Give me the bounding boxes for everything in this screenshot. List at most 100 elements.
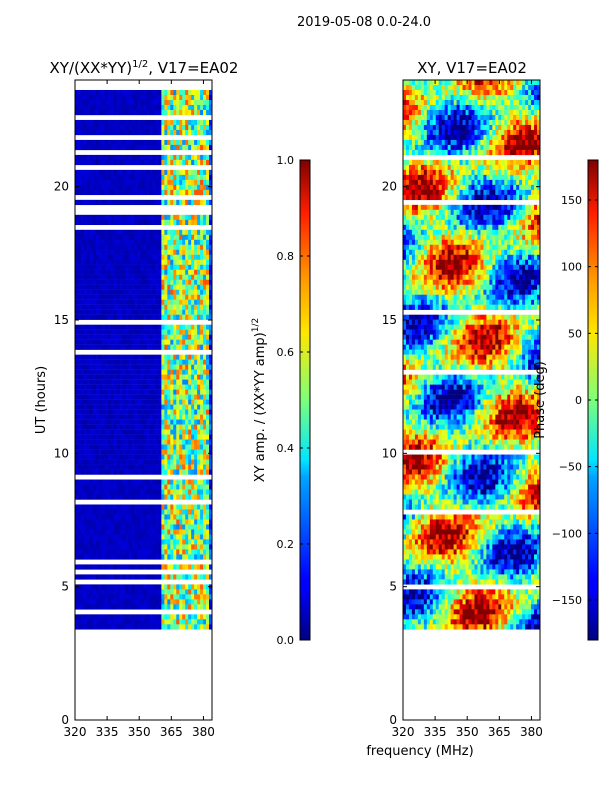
phase-heat-cell bbox=[483, 140, 486, 145]
amp-heat-cell bbox=[191, 395, 194, 400]
amp-heat-cell bbox=[123, 145, 126, 150]
amp-heat-cell bbox=[135, 175, 138, 180]
amp-heat-cell bbox=[170, 450, 173, 455]
amp-heat-cell bbox=[129, 255, 132, 260]
amp-heat-cell bbox=[135, 385, 138, 390]
amp-heat-cell bbox=[179, 105, 182, 110]
amp-heat-cell bbox=[155, 405, 158, 410]
amp-heat-cell bbox=[167, 534, 170, 539]
phase-heat-cell bbox=[477, 115, 480, 120]
amp-heat-cell bbox=[93, 110, 96, 115]
amp-heat-cell bbox=[149, 250, 152, 255]
amp-heat-cell bbox=[158, 599, 161, 604]
amp-heat-cell bbox=[191, 130, 194, 135]
amp-heat-cell bbox=[84, 90, 87, 95]
phase-heat-cell bbox=[406, 90, 409, 95]
amp-heat-cell bbox=[146, 300, 149, 305]
amp-heat-cell bbox=[138, 260, 141, 265]
amp-heat-cell bbox=[105, 230, 108, 235]
amp-heat-cell bbox=[75, 95, 78, 100]
phase-heat-cell bbox=[403, 135, 406, 140]
amp-heat-cell bbox=[155, 360, 158, 365]
amp-heat-cell bbox=[158, 255, 161, 260]
amp-heat-cell bbox=[176, 160, 179, 165]
amp-heat-cell bbox=[78, 539, 81, 544]
amp-heat-cell bbox=[117, 325, 120, 330]
amp-heat-cell bbox=[99, 260, 102, 265]
amp-heat-cell bbox=[78, 624, 81, 629]
amp-heat-cell bbox=[102, 445, 105, 450]
phase-heat-cell bbox=[427, 130, 430, 135]
amp-heat-cell bbox=[185, 295, 188, 300]
amp-heat-cell bbox=[155, 220, 158, 225]
phase-heat-cell bbox=[457, 105, 460, 110]
amp-heat-cell bbox=[197, 465, 200, 470]
amp-heat-cell bbox=[149, 275, 152, 280]
amp-heat-cell bbox=[161, 325, 164, 330]
amp-heat-cell bbox=[149, 574, 152, 579]
amp-heat-cell bbox=[203, 185, 206, 190]
amp-heat-cell bbox=[206, 220, 209, 225]
phase-heat-cell bbox=[483, 100, 486, 105]
phase-heat-cell bbox=[525, 105, 528, 110]
amp-heat-cell bbox=[144, 509, 147, 514]
amp-heat-cell bbox=[96, 170, 99, 175]
amp-heat-cell bbox=[173, 460, 176, 465]
phase-heat-cell bbox=[489, 120, 492, 125]
amp-heat-cell bbox=[102, 305, 105, 310]
amp-heat-cell bbox=[170, 190, 173, 195]
amp-heat-cell bbox=[167, 564, 170, 569]
phase-heat-cell bbox=[486, 105, 489, 110]
amp-heat-cell bbox=[135, 460, 138, 465]
amp-heat-cell bbox=[99, 120, 102, 125]
amp-heat-cell bbox=[93, 90, 96, 95]
amp-heat-cell bbox=[78, 360, 81, 365]
amp-heat-cell bbox=[149, 619, 152, 624]
amp-heat-cell bbox=[105, 470, 108, 475]
amp-heat-cell bbox=[81, 245, 84, 250]
phase-heat-cell bbox=[409, 160, 412, 165]
amp-heat-cell bbox=[90, 420, 93, 425]
amp-heat-cell bbox=[120, 619, 123, 624]
amp-heat-cell bbox=[164, 370, 167, 375]
amp-heat-cell bbox=[96, 290, 99, 295]
amp-heat-cell bbox=[132, 295, 135, 300]
phase-heat-cell bbox=[442, 145, 445, 150]
amp-heat-cell bbox=[105, 260, 108, 265]
amp-heat-cell bbox=[90, 215, 93, 220]
amp-heat-cell bbox=[149, 145, 152, 150]
amp-heat-cell bbox=[96, 390, 99, 395]
amp-heat-cell bbox=[102, 400, 105, 405]
amp-heat-cell bbox=[182, 514, 185, 519]
amp-heat-cell bbox=[99, 594, 102, 599]
amp-heat-cell bbox=[146, 240, 149, 245]
amp-heat-cell bbox=[161, 290, 164, 295]
amp-heat-cell bbox=[90, 175, 93, 180]
amp-heat-cell bbox=[105, 509, 108, 514]
amp-heat-cell bbox=[138, 460, 141, 465]
amp-heat-cell bbox=[120, 265, 123, 270]
amp-heat-cell bbox=[144, 315, 147, 320]
amp-heat-cell bbox=[93, 185, 96, 190]
amp-heat-cell bbox=[173, 315, 176, 320]
amp-heat-cell bbox=[87, 140, 90, 145]
amp-heat-cell bbox=[158, 235, 161, 240]
amp-heat-cell bbox=[144, 440, 147, 445]
amp-heat-cell bbox=[114, 480, 117, 485]
amp-heat-cell bbox=[132, 410, 135, 415]
amp-heat-cell bbox=[93, 599, 96, 604]
amp-heat-cell bbox=[144, 335, 147, 340]
amp-heat-cell bbox=[194, 315, 197, 320]
amp-heat-cell bbox=[176, 514, 179, 519]
phase-heat-cell bbox=[412, 100, 415, 105]
amp-heat-cell bbox=[155, 300, 158, 305]
amp-heat-cell bbox=[176, 130, 179, 135]
amp-heat-cell bbox=[152, 554, 155, 559]
amp-heat-cell bbox=[197, 504, 200, 509]
amp-heat-cell bbox=[114, 614, 117, 619]
phase-heat-cell bbox=[492, 115, 495, 120]
amp-heat-cell bbox=[117, 285, 120, 290]
phase-heat-cell bbox=[501, 110, 504, 115]
amp-heat-cell bbox=[206, 305, 209, 310]
phase-heat-cell bbox=[448, 85, 451, 90]
